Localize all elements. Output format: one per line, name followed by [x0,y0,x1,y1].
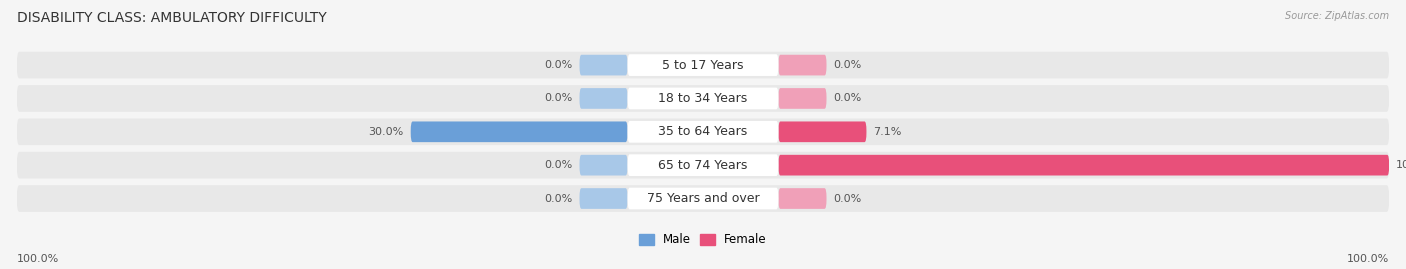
FancyBboxPatch shape [579,88,627,109]
FancyBboxPatch shape [779,188,827,209]
FancyBboxPatch shape [627,54,779,76]
Text: 0.0%: 0.0% [544,193,572,204]
FancyBboxPatch shape [17,52,1389,79]
FancyBboxPatch shape [627,121,779,143]
Text: 65 to 74 Years: 65 to 74 Years [658,159,748,172]
FancyBboxPatch shape [779,122,866,142]
Text: 0.0%: 0.0% [834,93,862,104]
Text: 0.0%: 0.0% [544,93,572,104]
Text: 100.0%: 100.0% [17,254,59,264]
FancyBboxPatch shape [17,185,1389,212]
Text: 75 Years and over: 75 Years and over [647,192,759,205]
FancyBboxPatch shape [411,122,627,142]
Text: DISABILITY CLASS: AMBULATORY DIFFICULTY: DISABILITY CLASS: AMBULATORY DIFFICULTY [17,11,326,25]
Text: 0.0%: 0.0% [544,160,572,170]
Legend: Male, Female: Male, Female [634,229,772,251]
FancyBboxPatch shape [579,55,627,75]
FancyBboxPatch shape [627,154,779,176]
FancyBboxPatch shape [17,85,1389,112]
Text: Source: ZipAtlas.com: Source: ZipAtlas.com [1285,11,1389,21]
FancyBboxPatch shape [779,88,827,109]
Text: 30.0%: 30.0% [368,127,404,137]
Text: 18 to 34 Years: 18 to 34 Years [658,92,748,105]
FancyBboxPatch shape [579,155,627,175]
FancyBboxPatch shape [17,152,1389,179]
FancyBboxPatch shape [17,118,1389,145]
Text: 35 to 64 Years: 35 to 64 Years [658,125,748,138]
Text: 100.0%: 100.0% [1396,160,1406,170]
Text: 100.0%: 100.0% [1347,254,1389,264]
FancyBboxPatch shape [579,188,627,209]
FancyBboxPatch shape [627,188,779,209]
Text: 0.0%: 0.0% [834,60,862,70]
FancyBboxPatch shape [779,155,1389,175]
Text: 7.1%: 7.1% [873,127,901,137]
FancyBboxPatch shape [779,55,827,75]
FancyBboxPatch shape [627,88,779,109]
Text: 5 to 17 Years: 5 to 17 Years [662,59,744,72]
Text: 0.0%: 0.0% [834,193,862,204]
Text: 0.0%: 0.0% [544,60,572,70]
